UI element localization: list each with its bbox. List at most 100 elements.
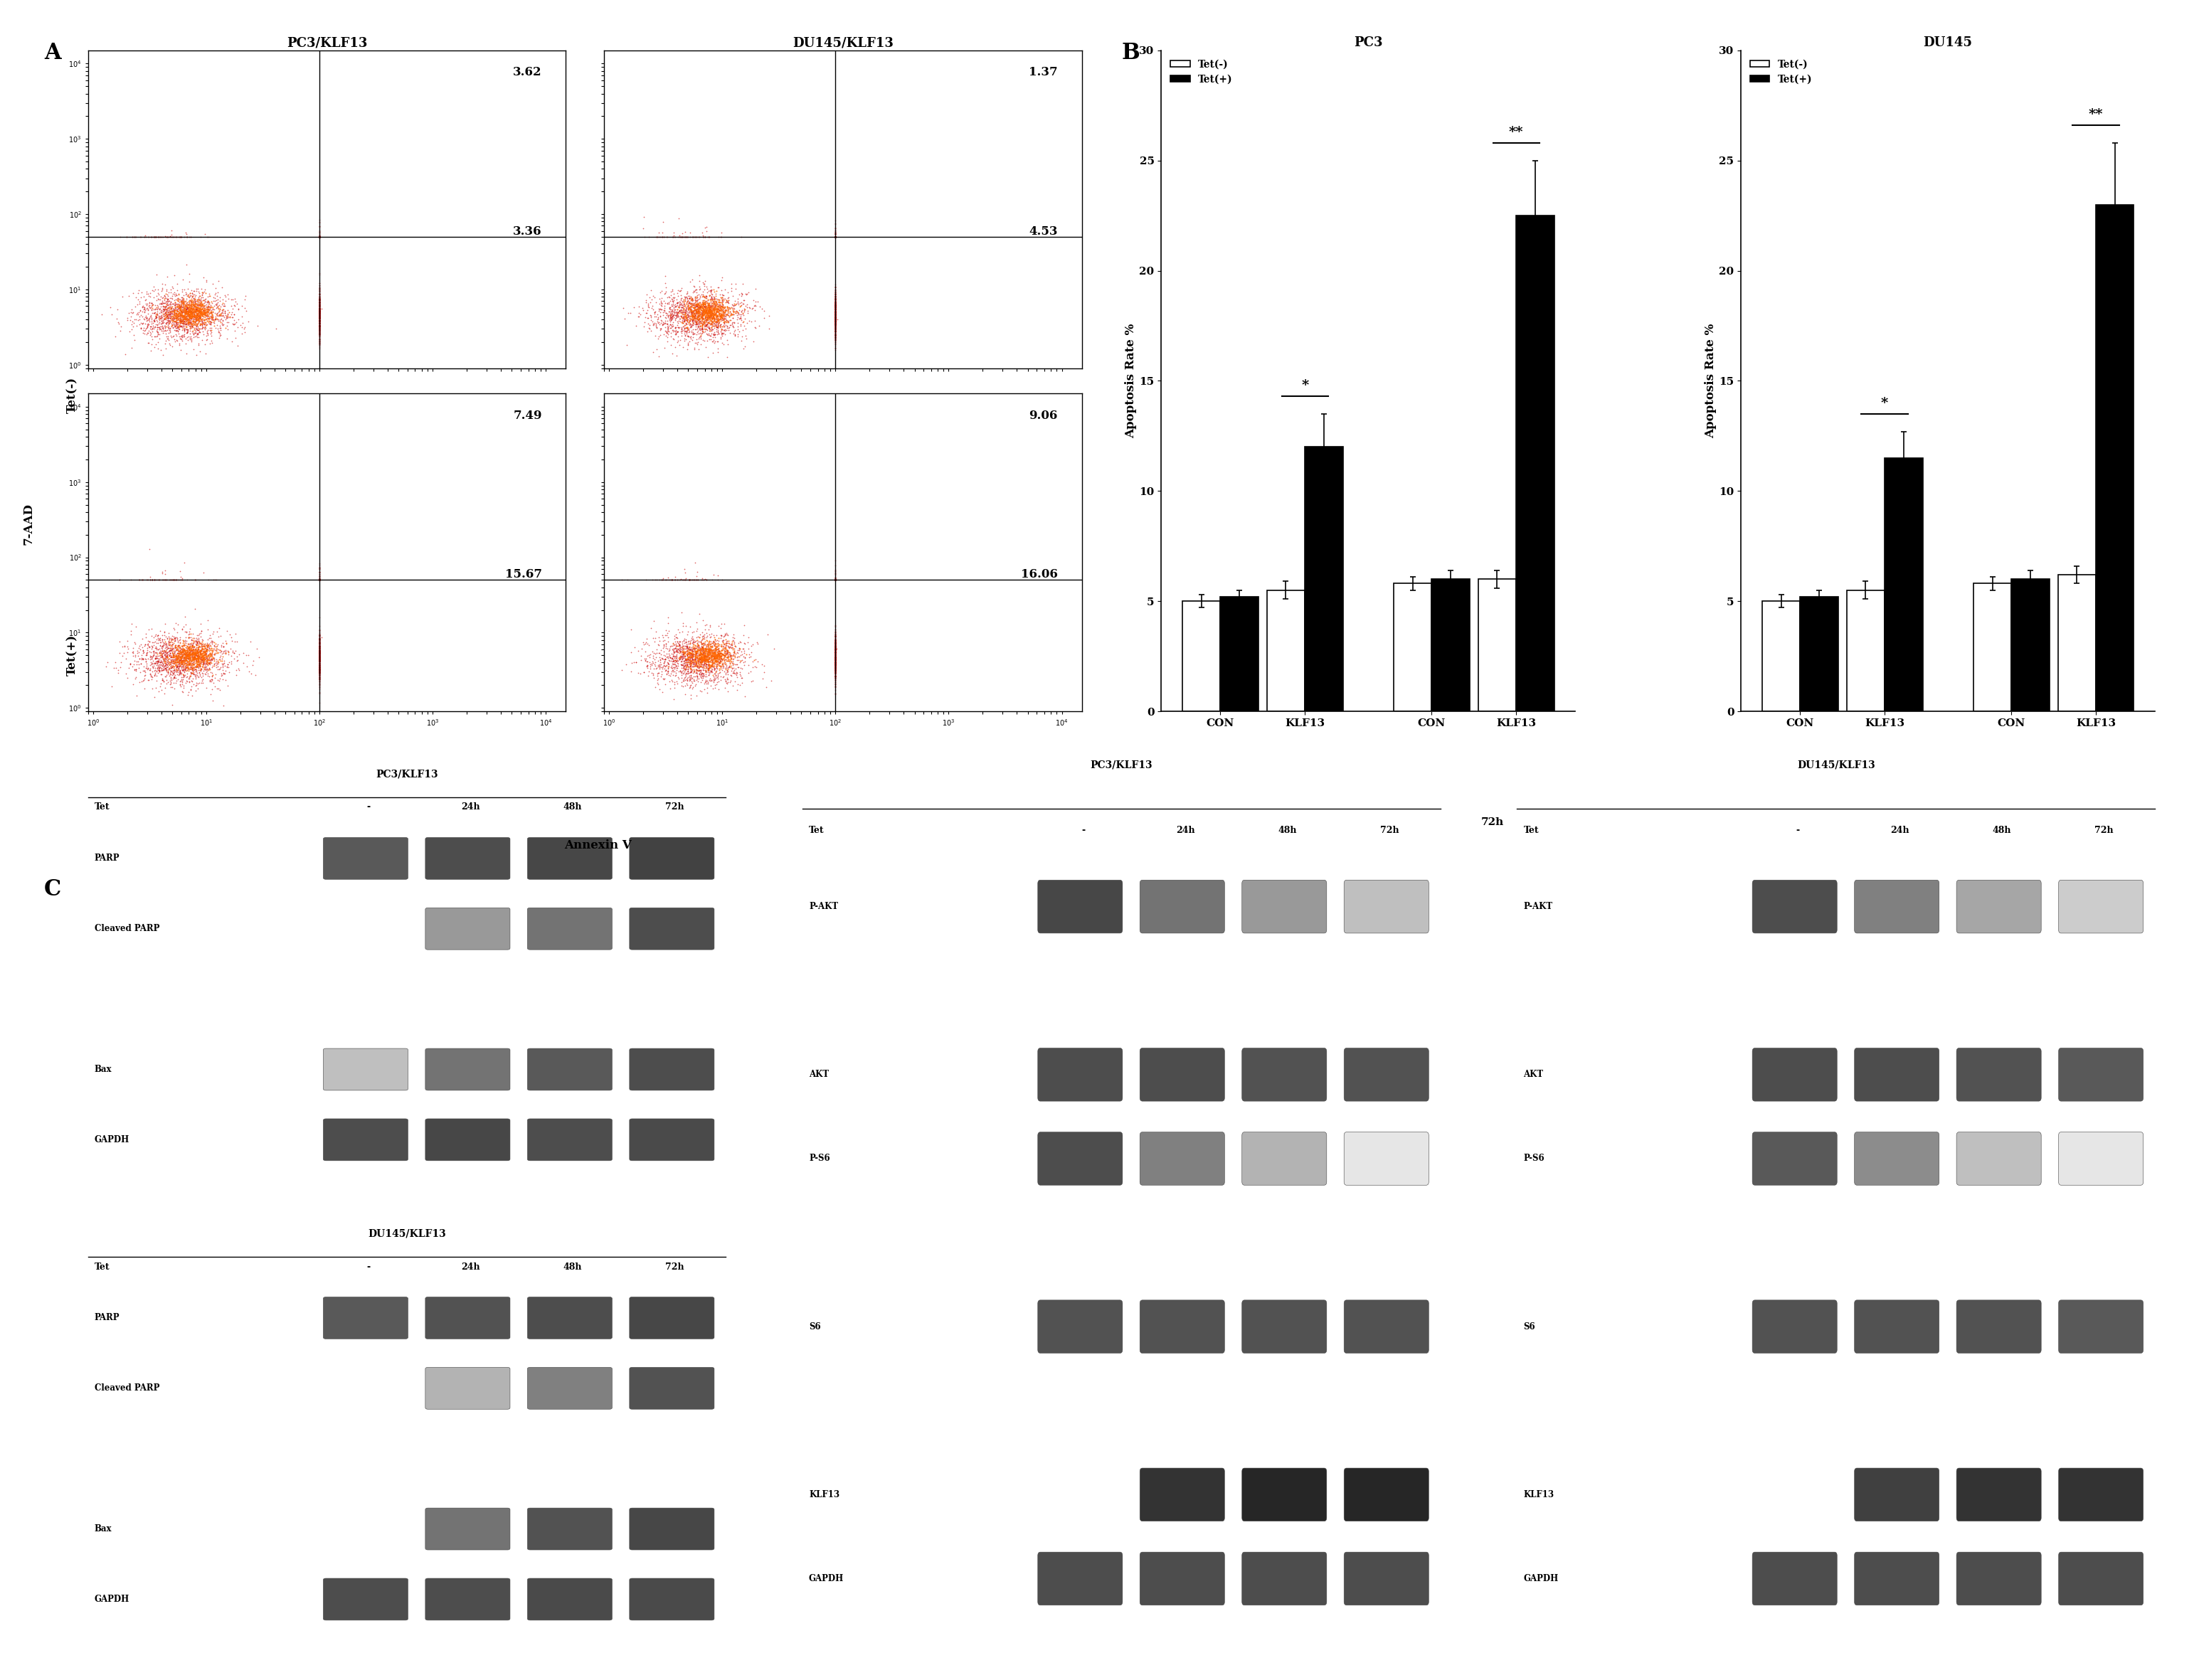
- Point: [688, 643, 723, 670]
- Point: [723, 297, 759, 324]
- Point: [818, 632, 853, 659]
- Point: [141, 316, 176, 343]
- Point: [695, 642, 730, 669]
- Point: [216, 328, 251, 354]
- Point: [673, 642, 708, 669]
- Point: [169, 640, 205, 667]
- Point: [178, 638, 213, 665]
- Point: [172, 638, 207, 665]
- Point: [152, 304, 187, 331]
- Point: [642, 296, 677, 323]
- Point: [185, 632, 220, 659]
- Point: [708, 620, 743, 647]
- Point: [191, 296, 226, 323]
- Point: [150, 299, 185, 326]
- Point: [690, 297, 726, 324]
- Point: [662, 294, 697, 321]
- Point: [693, 323, 728, 349]
- Point: [690, 297, 726, 324]
- Point: [695, 635, 730, 662]
- Point: [719, 660, 754, 687]
- Point: [169, 296, 205, 323]
- Point: [139, 331, 174, 358]
- Point: [712, 640, 748, 667]
- Point: [218, 637, 253, 664]
- Point: [301, 223, 336, 250]
- Point: [191, 291, 226, 318]
- Point: [682, 660, 717, 687]
- Point: [101, 657, 136, 684]
- Point: [655, 284, 690, 311]
- Point: [301, 302, 336, 329]
- Point: [818, 635, 853, 662]
- Point: [697, 657, 732, 684]
- Point: [675, 566, 710, 593]
- Point: [818, 660, 853, 687]
- Point: [697, 645, 732, 672]
- Point: [664, 650, 699, 677]
- Point: [662, 291, 697, 318]
- Point: [132, 657, 167, 684]
- Point: [156, 675, 191, 702]
- Point: [677, 654, 712, 680]
- Point: [686, 299, 721, 326]
- Point: [818, 223, 853, 250]
- Point: [174, 304, 209, 331]
- Point: [818, 297, 853, 324]
- Point: [818, 561, 853, 588]
- Point: [301, 311, 336, 338]
- Point: [139, 311, 174, 338]
- Point: [145, 677, 180, 704]
- Point: [686, 643, 721, 670]
- Point: [818, 277, 853, 304]
- Point: [693, 633, 728, 660]
- Point: [693, 307, 728, 334]
- Point: [178, 294, 213, 321]
- Point: [123, 296, 158, 323]
- Point: [301, 213, 336, 240]
- Point: [726, 291, 761, 318]
- Point: [158, 632, 194, 659]
- Point: [150, 309, 185, 336]
- Point: [682, 336, 717, 363]
- Point: [684, 309, 719, 336]
- Point: [739, 645, 774, 672]
- Point: [163, 312, 198, 339]
- Point: [682, 299, 717, 326]
- Point: [666, 296, 701, 323]
- Point: [697, 647, 732, 674]
- Point: [690, 632, 726, 659]
- Point: [165, 299, 200, 326]
- Point: [818, 654, 853, 680]
- Point: [216, 304, 251, 331]
- Point: [706, 331, 741, 358]
- Point: [301, 223, 336, 250]
- Point: [161, 635, 196, 662]
- Point: [130, 304, 165, 331]
- Point: [818, 652, 853, 679]
- Point: [141, 281, 176, 307]
- Point: [301, 640, 336, 667]
- Point: [176, 321, 211, 348]
- Point: [301, 654, 336, 680]
- Point: [662, 297, 697, 324]
- Point: [693, 630, 728, 657]
- Point: [655, 566, 690, 593]
- Point: [671, 282, 706, 309]
- Point: [662, 618, 697, 645]
- Point: [165, 638, 200, 665]
- Point: [699, 292, 734, 319]
- Point: [668, 318, 704, 344]
- Point: [134, 654, 169, 680]
- Point: [818, 652, 853, 679]
- Point: [658, 675, 693, 702]
- Point: [677, 289, 712, 316]
- Point: [196, 632, 231, 659]
- Point: [154, 654, 189, 680]
- Point: [818, 304, 853, 331]
- Point: [818, 645, 853, 672]
- Point: [185, 642, 220, 669]
- Point: [178, 296, 213, 323]
- Point: [660, 301, 695, 328]
- Point: [818, 566, 853, 593]
